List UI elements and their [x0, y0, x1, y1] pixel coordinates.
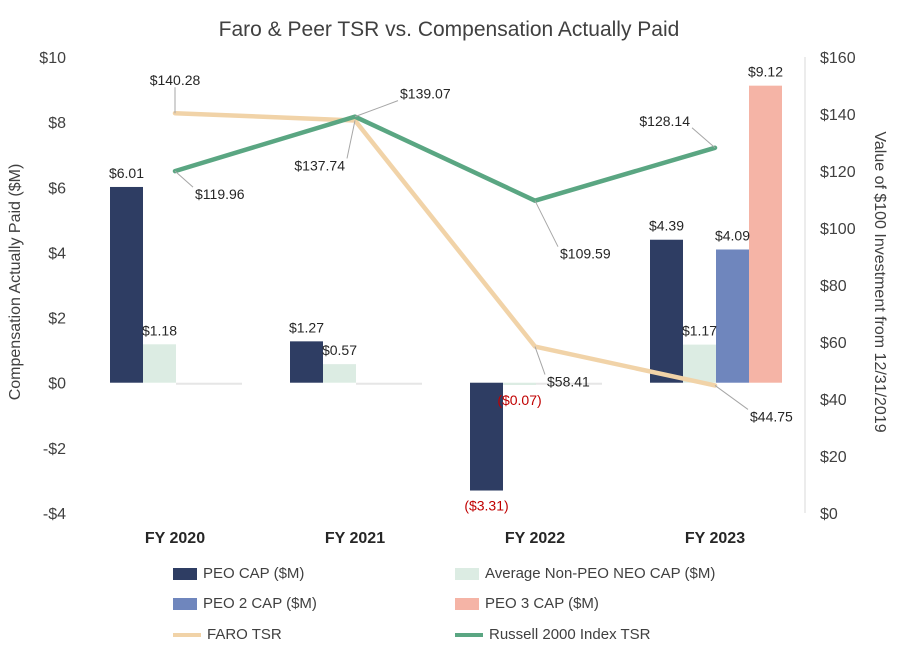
y-tick-label: $4 [48, 245, 66, 262]
legend-swatch [173, 567, 197, 580]
bars [110, 85, 782, 491]
legend-item-peo2-cap: PEO 2 CAP ($M) [173, 595, 317, 612]
series-line [172, 110, 718, 388]
y2-tick-label: $120 [820, 164, 856, 181]
legend-swatch [173, 597, 197, 610]
lines [172, 110, 718, 388]
y-axis-label: Compensation Actually Paid ($M) [7, 164, 24, 401]
leader-line [534, 200, 559, 247]
legend-item-peo3-cap: PEO 3 CAP ($M) [455, 595, 599, 612]
y-tick-label: $2 [48, 311, 66, 328]
line-data-label: $139.07 [400, 86, 451, 102]
x-tick-label: FY 2020 [145, 530, 205, 547]
legend-label: Russell 2000 Index TSR [489, 626, 651, 643]
bar [290, 341, 323, 383]
bar-data-label: ($3.31) [464, 498, 508, 514]
bar-data-label: $1.18 [142, 322, 177, 338]
y2-tick-label: $0 [820, 506, 838, 523]
chart-title: Faro & Peer TSR vs. Compensation Actuall… [219, 18, 680, 41]
x-tick-label: FY 2023 [685, 530, 745, 547]
x-tick-label: FY 2022 [505, 530, 565, 547]
line-data-label: $44.75 [750, 408, 793, 424]
series-line [172, 114, 718, 203]
leader-line [174, 170, 194, 188]
line-data-label: $58.41 [547, 374, 590, 390]
bar [470, 382, 503, 491]
bar [683, 344, 716, 383]
axes: $10 $8 $6 $4 $2 $0 -$2 -$4 $160 $140 $120 $100 $80 $6… [39, 50, 855, 547]
y2-tick-label: $20 [820, 449, 847, 466]
legend-label: Average Non-PEO NEO CAP ($M) [485, 565, 716, 582]
x-tick-label: FY 2021 [325, 530, 385, 547]
y2-axis-label: Value of $100 Investment from 12/31/2019 [871, 131, 888, 432]
y-tick-label: -$2 [43, 441, 66, 458]
bar [650, 239, 683, 383]
legend-item-peo-cap: PEO CAP ($M) [173, 565, 304, 582]
bar [143, 344, 176, 383]
bar-data-label: $6.01 [109, 165, 144, 181]
y2-tick-label: $80 [820, 278, 847, 295]
y2-tick-label: $140 [820, 107, 856, 124]
y-tick-label: -$4 [43, 506, 66, 523]
legend-item-non-peo-cap: Average Non-PEO NEO CAP ($M) [455, 565, 715, 582]
bar-data-label: $4.39 [649, 218, 684, 234]
bar-data-label: ($0.07) [497, 392, 541, 408]
legend-item-russell-tsr: Russell 2000 Index TSR [455, 626, 650, 643]
bar-data-label: $0.57 [322, 342, 357, 358]
bar [749, 85, 782, 383]
legend-swatch [455, 567, 479, 580]
bar-data-label: $4.09 [715, 227, 750, 243]
line-data-label: $128.14 [639, 113, 690, 129]
line-data-label: $119.96 [195, 186, 245, 202]
y2-tick-label: $40 [820, 392, 847, 409]
bar [503, 382, 536, 385]
y-tick-label: $10 [39, 50, 66, 67]
bar [716, 249, 749, 383]
legend-swatch [455, 632, 483, 637]
y2-tick-label: $60 [820, 335, 847, 352]
legend-label: FARO TSR [207, 626, 282, 643]
bar [323, 364, 356, 383]
legend-swatch [173, 632, 201, 637]
legend-swatch [455, 597, 479, 610]
leader-line [534, 346, 546, 375]
line-data-label: $137.74 [294, 157, 345, 173]
legend-label: PEO 2 CAP ($M) [203, 595, 317, 612]
bar-data-label: $1.17 [682, 323, 717, 339]
line-data-label: $109.59 [560, 246, 611, 262]
leader-line [691, 127, 716, 149]
legend-item-faro-tsr: FARO TSR [173, 626, 282, 643]
legend-label: PEO CAP ($M) [203, 565, 305, 582]
y2-tick-label: $160 [820, 50, 856, 67]
legend-label: PEO 3 CAP ($M) [485, 595, 599, 612]
bar-data-label: $1.27 [289, 319, 324, 335]
line-data-label: $140.28 [150, 72, 201, 88]
y-tick-label: $0 [48, 376, 66, 393]
leader-line [354, 100, 399, 118]
y2-tick-label: $100 [820, 221, 856, 238]
leader-line [346, 120, 356, 159]
y-tick-label: $8 [48, 115, 66, 132]
y-tick-label: $6 [48, 180, 66, 197]
data-labels: $6.01 $1.27 ($3.31) $4.39 $1.18 $0.57 ($0.07) $… [109, 64, 793, 514]
bar [110, 186, 143, 383]
leader-line [714, 385, 749, 410]
bar-data-label: $9.12 [748, 64, 783, 80]
